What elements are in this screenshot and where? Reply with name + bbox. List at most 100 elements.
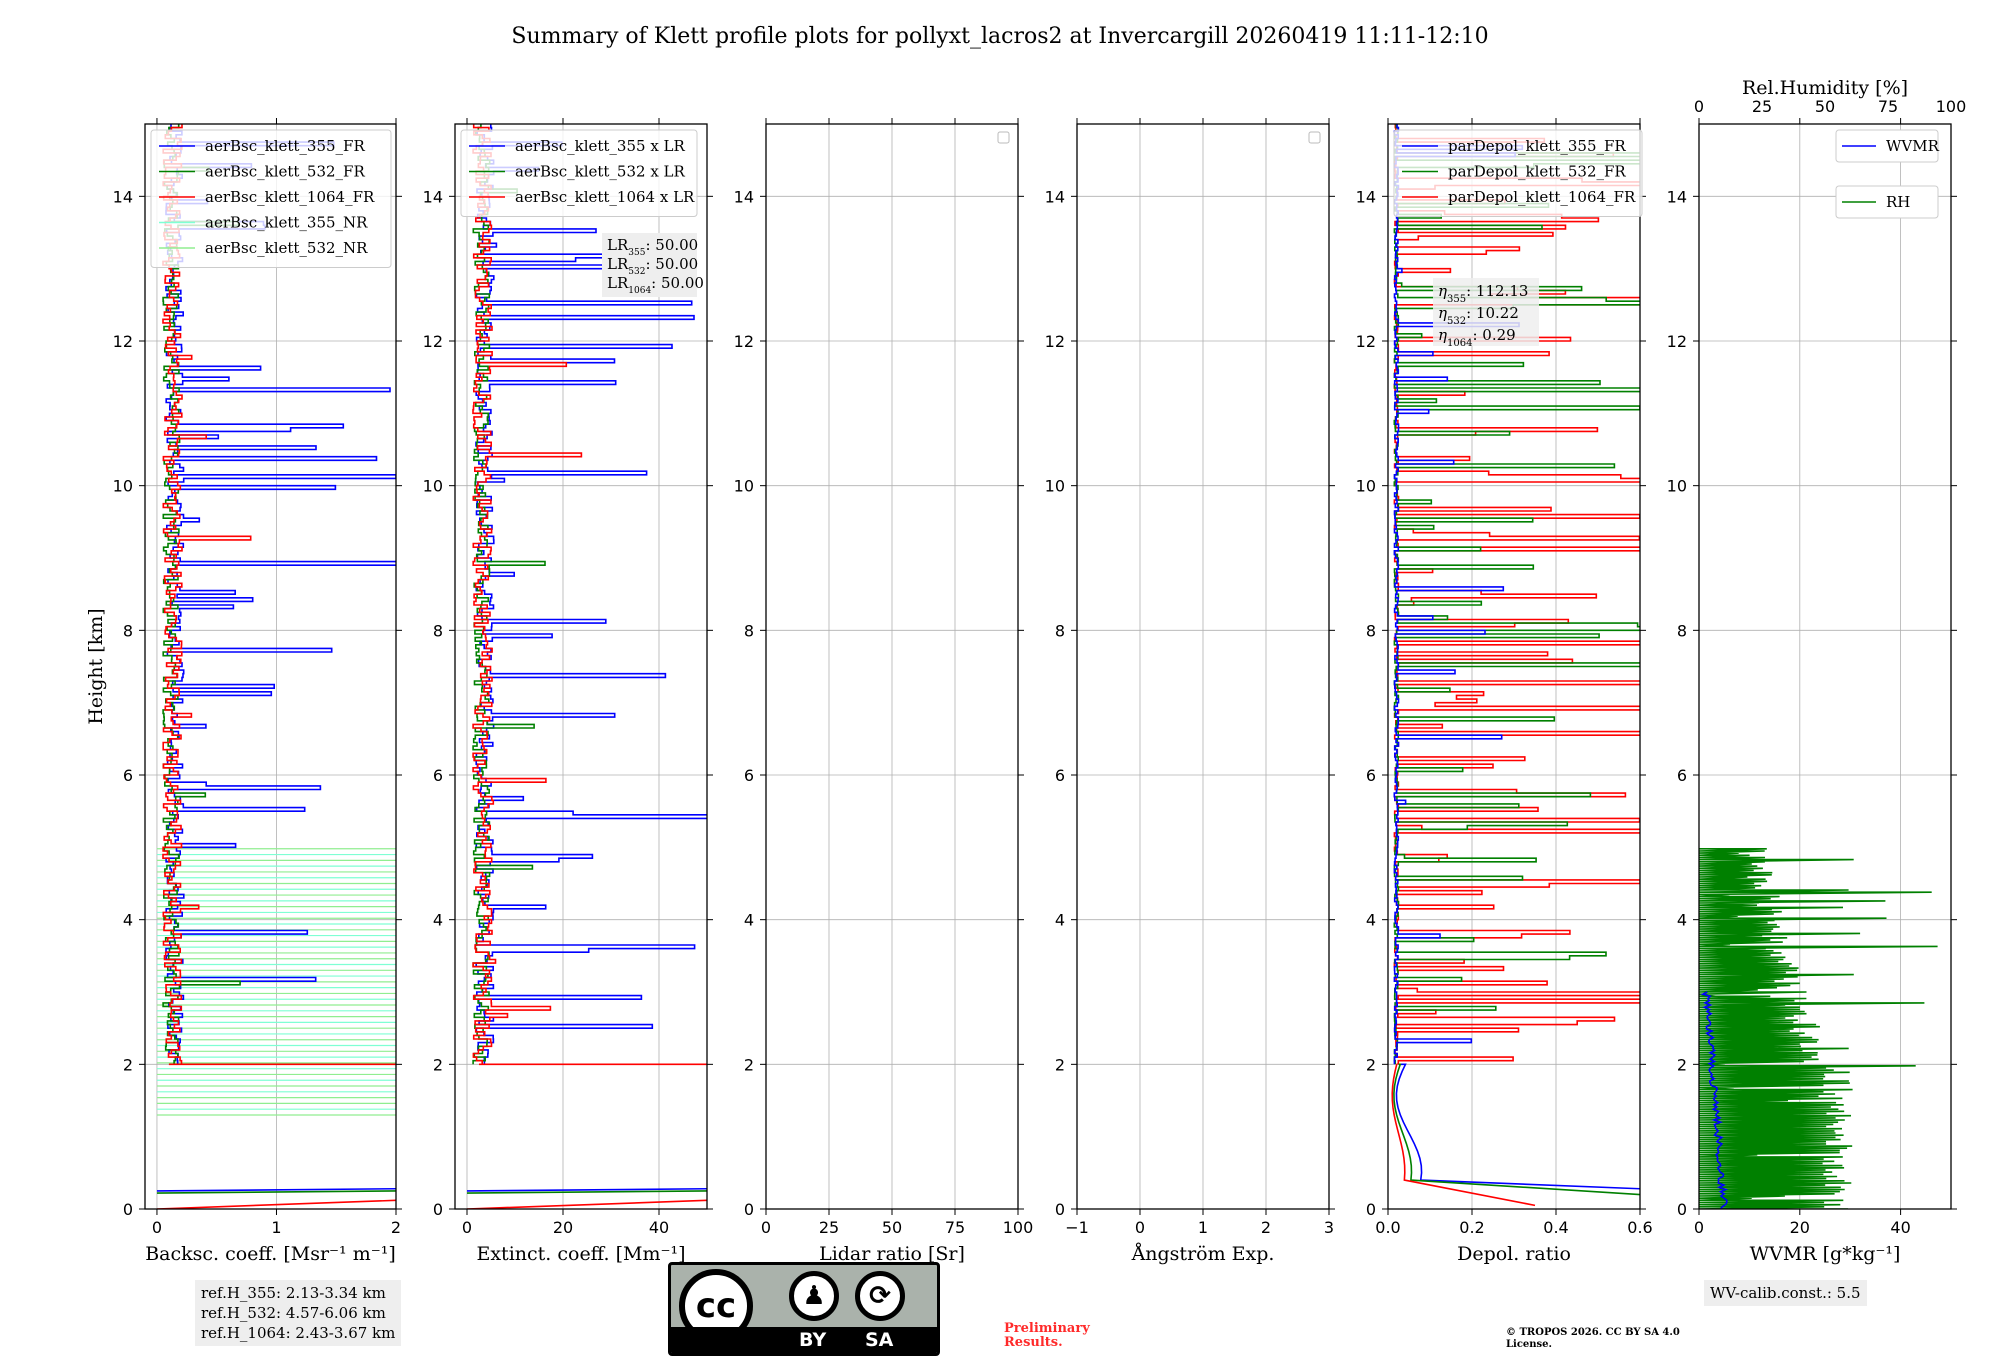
ytick-label: 10 [1356,477,1376,496]
xtick-label: 50 [882,1218,902,1237]
xtick-label: 25 [819,1218,839,1237]
ytick-label: 0 [1366,1200,1376,1219]
lidar-ratio-text: LR1064: 50.00 [607,274,704,296]
ytick-label: 8 [1366,621,1376,640]
trace-wvmr [1700,991,1729,1209]
ytick-label: 10 [1045,477,1065,496]
trace-532-low [466,1190,707,1194]
ytick-label: 12 [423,332,443,351]
xtick-label: 20 [1790,1218,1810,1237]
panel-depol: 0.0 0.2 0.4 0.6 0 2 4 6 8 10 12 14 Depol. ratio parDe… [1356,118,1653,1265]
x2tick-label: 50 [1815,97,1835,116]
ytick-label: 14 [1045,187,1065,206]
lidar-ratio-text: LR355: 50.00 [607,236,698,258]
ytick-label: 6 [744,766,754,785]
ytick-label: 8 [744,621,754,640]
ytick-label: 10 [1667,477,1687,496]
trace-1064-low [1391,1063,1536,1207]
legend-box [460,129,698,217]
legend-label: aerBsc_klett_1064_FR [205,188,375,206]
traces-wv [1699,848,1938,1209]
lidar-ratio-box [602,233,697,297]
xtick-label: 40 [1890,1218,1910,1237]
ytick-label: 6 [1677,766,1687,785]
ytick-label: 8 [123,621,133,640]
panel-lr: 0 25 50 75 100 0 2 4 6 8 10 12 14 Lidar ratio [Sr] [734,118,1034,1265]
trace-355-low [466,1187,707,1192]
ref-height-1064: ref.H_1064: 2.43-3.67 km [201,1324,396,1342]
x-axis-label: Extinct. coeff. [Mm⁻¹] [476,1243,685,1265]
xtick-label: 3 [1324,1218,1334,1237]
ytick-label: 4 [1677,911,1687,930]
empty-legend-icon [997,131,1010,144]
ytick-label: 6 [1366,766,1376,785]
xtick-label: 100 [1003,1218,1034,1237]
x2-axis-label: Rel.Humidity [%] [1742,77,1908,99]
ytick-label: 14 [113,187,133,206]
legend-label: parDepol_klett_1064_FR [1448,188,1636,206]
ytick-label: 14 [734,187,754,206]
ytick-label: 14 [1667,187,1687,206]
ytick-label: 2 [433,1055,443,1074]
wv-calibration-box: WV-calib.const.: 5.5 [1704,1280,1867,1306]
x-axis-label: Backsc. coeff. [Msr⁻¹ m⁻¹] [145,1243,396,1265]
xtick-label: 40 [649,1218,669,1237]
xtick-label: 2 [1261,1218,1271,1237]
traces-bsc [156,124,396,1209]
ytick-label: 4 [1366,911,1376,930]
x2tick-label: 25 [1752,97,1772,116]
ytick-label: 0 [1055,1200,1065,1219]
grid-lr [765,124,1019,1210]
ytick-label: 12 [113,332,133,351]
x2tick-label: 75 [1878,97,1898,116]
ytick-label: 2 [744,1055,754,1074]
ytick-label: 10 [113,477,133,496]
x-axis-label: Depol. ratio [1457,1243,1571,1265]
xtick-label: 0 [761,1218,771,1237]
x-axis-label: Lidar ratio [Sr] [819,1243,965,1265]
trace-355 [475,124,707,1065]
ytick-label: 12 [1667,332,1687,351]
legend-label: aerBsc_klett_1064 x LR [515,188,695,206]
legend-label: RH [1886,193,1910,211]
ytick-label: 0 [433,1200,443,1219]
xtick-label: 1 [271,1218,281,1237]
ytick-label: 10 [423,477,443,496]
license-band [671,1327,937,1353]
traces-depol [1391,124,1640,1207]
x-axis-label: WVMR [g*kg⁻¹] [1750,1243,1901,1265]
xtick-label: 75 [945,1218,965,1237]
xtick-label: 0.6 [1627,1218,1652,1237]
trace-1064 [472,124,583,1065]
xtick-label: 2 [391,1218,401,1237]
trace-355 [165,124,396,1065]
ytick-label: 4 [744,911,754,930]
lidar-ratio-text: LR532: 50.00 [607,255,698,277]
legend-label: aerBsc_klett_532_FR [205,163,365,181]
ytick-label: 14 [423,187,443,206]
ytick-label: 10 [734,477,754,496]
xtick-label: 0 [152,1218,162,1237]
legend-box [150,129,392,268]
ytick-label: 2 [123,1055,133,1074]
ref-height-355: ref.H_355: 2.13-3.34 km [201,1284,386,1302]
xtick-label: 20 [553,1218,573,1237]
xtick-label: 0 [1135,1218,1145,1237]
ytick-label: 8 [433,621,443,640]
trace-1064-low [156,1199,396,1209]
ytick-label: 2 [1055,1055,1065,1074]
trace-1064 [1393,124,1640,1065]
ytick-label: 0 [1677,1200,1687,1219]
empty-legend-icon [1308,131,1321,144]
ytick-label: 2 [1677,1055,1687,1074]
xtick-label: 0.4 [1543,1218,1568,1237]
by-label: BY [799,1329,827,1351]
ytick-label: 4 [123,911,133,930]
xtick-label: 0 [1694,1218,1704,1237]
ytick-label: 8 [1677,621,1687,640]
legend-label: aerBsc_klett_532 x LR [515,163,686,181]
trace-355-low [1395,1063,1640,1190]
eta-text: η355: 112.13 [1438,282,1528,305]
